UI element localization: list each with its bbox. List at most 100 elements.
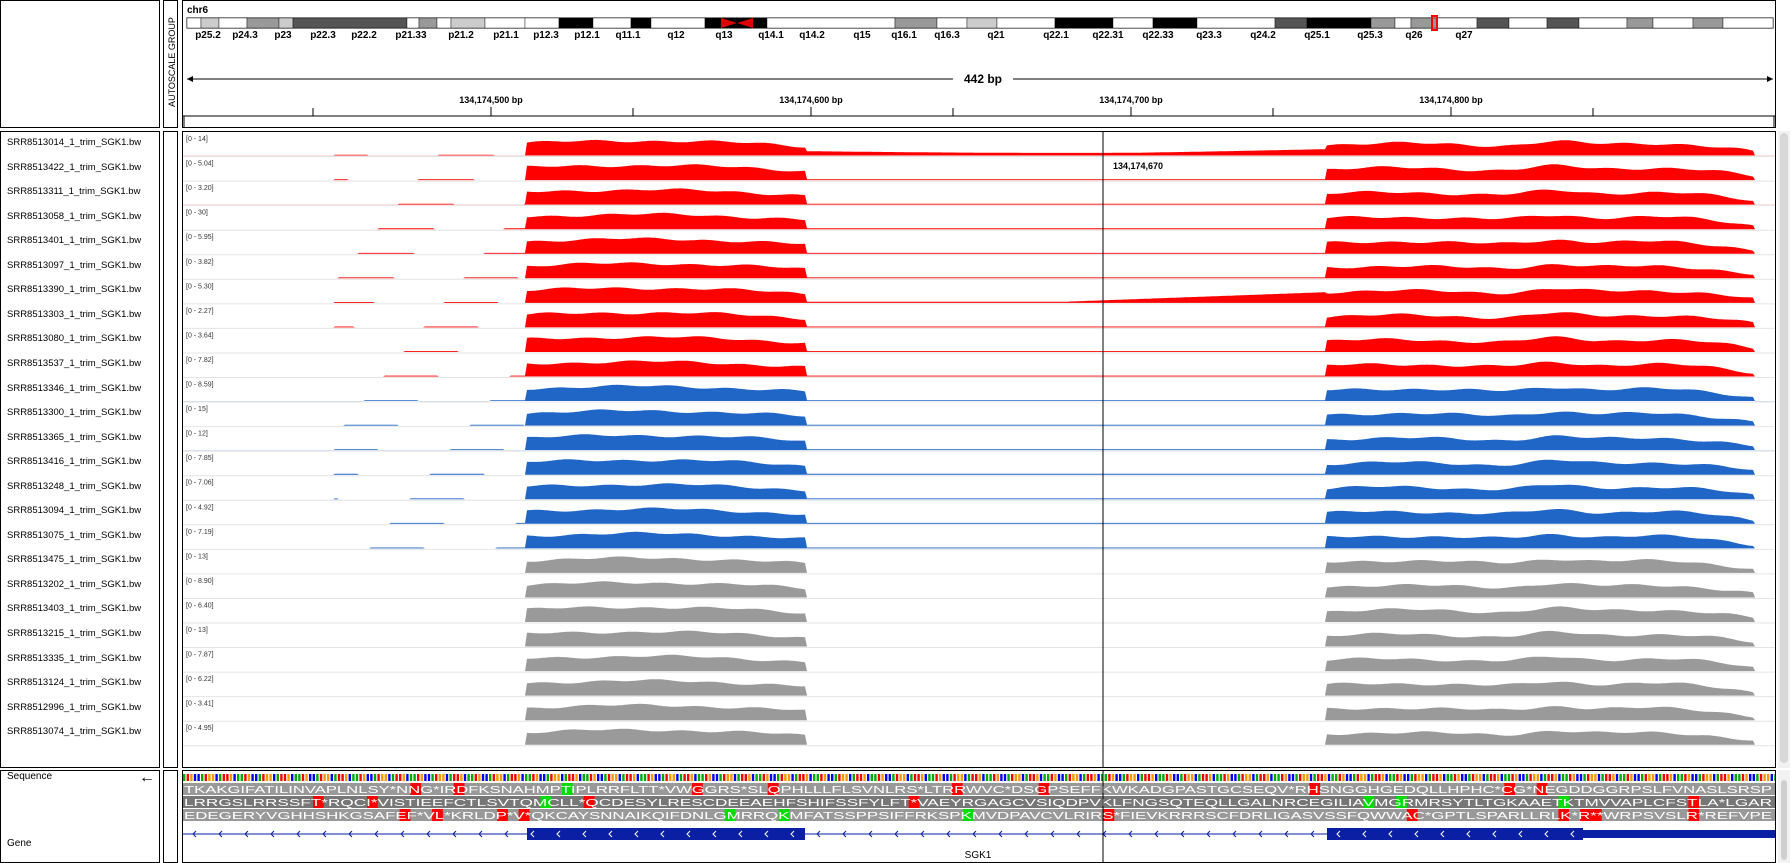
cytoband-label-14: q14.2 xyxy=(799,30,825,41)
cytoband-20 xyxy=(966,17,998,29)
coverage-signal-3 xyxy=(183,212,1775,230)
data-range-19: [0 - 6.40] xyxy=(186,602,214,609)
coverage-track-15[interactable]: [0 - 4.92] xyxy=(183,504,1775,526)
track-name-17[interactable]: SRR8513475_1_trim_SGK1.bw xyxy=(7,554,142,566)
chromosome-ideogram[interactable] xyxy=(186,15,1774,31)
coverage-track-1[interactable]: [0 - 5.04] xyxy=(183,161,1775,182)
track-name-9[interactable]: SRR8513537_1_trim_SGK1.bw xyxy=(7,357,142,369)
track-name-20[interactable]: SRR8513215_1_trim_SGK1.bw xyxy=(7,628,142,639)
gene-sgk1[interactable]: SGK1 xyxy=(183,828,1775,861)
cytoband-label-6: p21.2 xyxy=(448,30,474,41)
track-name-10[interactable]: SRR8513346_1_trim_SGK1.bw xyxy=(7,382,142,394)
header-svg[interactable]: chr6 p25.2 p24.3 p23 p22.3 p22.2 p21.33 p21.2 p… xyxy=(183,1,1775,127)
data-range-12: [0 - 12] xyxy=(186,431,208,438)
track-name-3[interactable]: SRR8513058_1_trim_SGK1.bw xyxy=(7,210,142,222)
track-name-6[interactable]: SRR8513390_1_trim_SGK1.bw xyxy=(7,284,142,296)
coverage-track-0[interactable]: [0 - 14] xyxy=(183,136,1775,158)
track-name-5[interactable]: SRR8513097_1_trim_SGK1.bw xyxy=(7,259,142,271)
coverage-track-22[interactable]: [0 - 6.22] xyxy=(183,676,1775,698)
coverage-track-10[interactable]: [0 - 8.59] xyxy=(183,382,1775,403)
coverage-signal-23 xyxy=(183,703,1775,721)
track-name-7[interactable]: SRR8513303_1_trim_SGK1.bw xyxy=(7,308,142,320)
coverage-signal-18 xyxy=(183,581,1775,598)
coverage-track-20[interactable]: [0 - 13] xyxy=(183,627,1775,649)
track-name-11[interactable]: SRR8513300_1_trim_SGK1.bw xyxy=(7,407,142,419)
track-name-21[interactable]: SRR8513335_1_trim_SGK1.bw xyxy=(7,652,142,664)
data-panel[interactable]: [0 - 14] [0 - 5.04] [0 - 3.20] [0 - 30] [0 -… xyxy=(182,131,1776,768)
track-name-14[interactable]: SRR8513248_1_trim_SGK1.bw xyxy=(7,480,142,492)
feature-tracks-svg[interactable]: TKAKGIFATILINVAPLNLSY*NNG*IRDFKSNAHMPTIP… xyxy=(183,771,1775,862)
data-panel-scrollbar[interactable] xyxy=(1778,131,1790,768)
coverage-signal-16 xyxy=(183,531,1775,549)
feature-panel-scrollbar[interactable] xyxy=(1778,770,1790,863)
cytoband-label-24: q25.1 xyxy=(1304,30,1330,41)
cytoband-1 xyxy=(200,17,220,29)
track-name-panel[interactable]: SRR8513014_1_trim_SGK1.bw SRR8513422_1_tr… xyxy=(0,131,160,768)
track-name-22[interactable]: SRR8513124_1_trim_SGK1.bw xyxy=(7,677,142,689)
cytoband-label-23: q24.2 xyxy=(1250,30,1276,41)
coverage-track-3[interactable]: [0 - 30] xyxy=(183,210,1775,231)
sequence-track-label[interactable]: Sequence xyxy=(7,771,53,782)
track-name-16[interactable]: SRR8513075_1_trim_SGK1.bw xyxy=(7,529,142,541)
track-name-13[interactable]: SRR8513416_1_trim_SGK1.bw xyxy=(7,456,142,468)
coverage-track-9[interactable]: [0 - 7.82] xyxy=(183,357,1775,378)
cytoband-label-18: q21 xyxy=(987,30,1005,41)
track-name-1[interactable]: SRR8513422_1_trim_SGK1.bw xyxy=(7,161,142,173)
feature-panel[interactable]: TKAKGIFATILINVAPLNLSY*NNG*IRDFKSNAHMPTIP… xyxy=(182,770,1776,863)
coverage-signal-15 xyxy=(183,507,1775,524)
coverage-track-4[interactable]: [0 - 5.95] xyxy=(183,234,1775,256)
coverage-track-13[interactable]: [0 - 7.85] xyxy=(183,455,1775,477)
coverage-track-11[interactable]: [0 - 15] xyxy=(183,406,1775,428)
coverage-track-16[interactable]: [0 - 7.19] xyxy=(183,529,1775,550)
coverage-track-2[interactable]: [0 - 3.20] xyxy=(183,185,1775,207)
coverage-track-7[interactable]: [0 - 2.27] xyxy=(183,308,1775,329)
track-name-23[interactable]: SRR8512996_1_trim_SGK1.bw xyxy=(7,701,142,713)
header-panel[interactable]: chr6 p25.2 p24.3 p23 p22.3 p22.2 p21.33 p21.2 p… xyxy=(182,0,1776,128)
coverage-signal-0 xyxy=(183,139,1775,156)
cytoband-22 xyxy=(1054,17,1114,29)
coverage-track-18[interactable]: [0 - 8.90] xyxy=(183,578,1775,599)
position-ruler[interactable]: 134,174,500 bp 134,174,600 bp 134,174,700 … xyxy=(183,95,1775,127)
cytoband-38 xyxy=(1692,17,1724,29)
attribute-panel-header[interactable]: AUTOSCALE GROUP xyxy=(163,0,178,128)
feature-name-panel[interactable]: Sequence ← Gene xyxy=(0,769,160,863)
track-name-24[interactable]: SRR8513074_1_trim_SGK1.bw xyxy=(7,726,142,738)
gene-name-label: SGK1 xyxy=(965,850,992,861)
track-name-2[interactable]: SRR8513311_1_trim_SGK1.bw xyxy=(7,186,141,198)
cytoband-6 xyxy=(406,17,420,29)
track-name-15[interactable]: SRR8513094_1_trim_SGK1.bw xyxy=(7,505,142,517)
feature-scrollbar-thumb[interactable] xyxy=(1781,780,1787,860)
cytoband-31 xyxy=(1436,17,1478,29)
data-range-13: [0 - 7.85] xyxy=(186,455,214,462)
coverage-track-14[interactable]: [0 - 7.06] xyxy=(183,480,1775,501)
current-region-marker xyxy=(1431,15,1438,31)
span-indicator: 442 bp xyxy=(187,72,1773,86)
data-range-0: [0 - 14] xyxy=(186,136,208,143)
data-range-24: [0 - 4.95] xyxy=(186,725,214,732)
track-name-8[interactable]: SRR8513080_1_trim_SGK1.bw xyxy=(7,333,142,345)
coverage-track-21[interactable]: [0 - 7.87] xyxy=(183,652,1775,673)
coverage-track-12[interactable]: [0 - 12] xyxy=(183,431,1775,452)
track-name-12[interactable]: SRR8513365_1_trim_SGK1.bw xyxy=(7,431,142,443)
strand-toggle-arrow-icon[interactable]: ← xyxy=(139,769,155,786)
coverage-track-24[interactable]: [0 - 4.95] xyxy=(183,725,1775,747)
coverage-track-17[interactable]: [0 - 13] xyxy=(183,553,1775,575)
track-name-4[interactable]: SRR8513401_1_trim_SGK1.bw xyxy=(7,235,142,247)
coverage-track-6[interactable]: [0 - 5.30] xyxy=(183,283,1775,305)
gene-track-label[interactable]: Gene xyxy=(7,838,32,849)
translation-frame-2: EDEGERYVGHHSHKGSAFEF*VL*KRLDP*V*QKCAYSNN… xyxy=(183,809,1775,822)
coverage-track-19[interactable]: [0 - 6.40] xyxy=(183,602,1775,624)
coverage-track-5[interactable]: [0 - 3.82] xyxy=(183,259,1775,280)
track-name-18[interactable]: SRR8513202_1_trim_SGK1.bw xyxy=(7,578,142,590)
coverage-signal-10 xyxy=(183,384,1775,402)
track-name-0[interactable]: SRR8513014_1_trim_SGK1.bw xyxy=(7,137,142,148)
scrollbar-thumb[interactable] xyxy=(1780,133,1788,763)
cytoband-14 xyxy=(630,17,652,29)
cytoband-label-9: p12.1 xyxy=(574,30,600,41)
coverage-track-8[interactable]: [0 - 3.64] xyxy=(183,332,1775,354)
coverage-tracks-svg[interactable]: [0 - 14] [0 - 5.04] [0 - 3.20] [0 - 30] [0 -… xyxy=(183,132,1775,767)
track-name-19[interactable]: SRR8513403_1_trim_SGK1.bw xyxy=(7,603,142,615)
cytoband-32 xyxy=(1476,17,1510,29)
cytoband-4 xyxy=(278,17,294,29)
coverage-track-23[interactable]: [0 - 3.41] xyxy=(183,701,1775,722)
